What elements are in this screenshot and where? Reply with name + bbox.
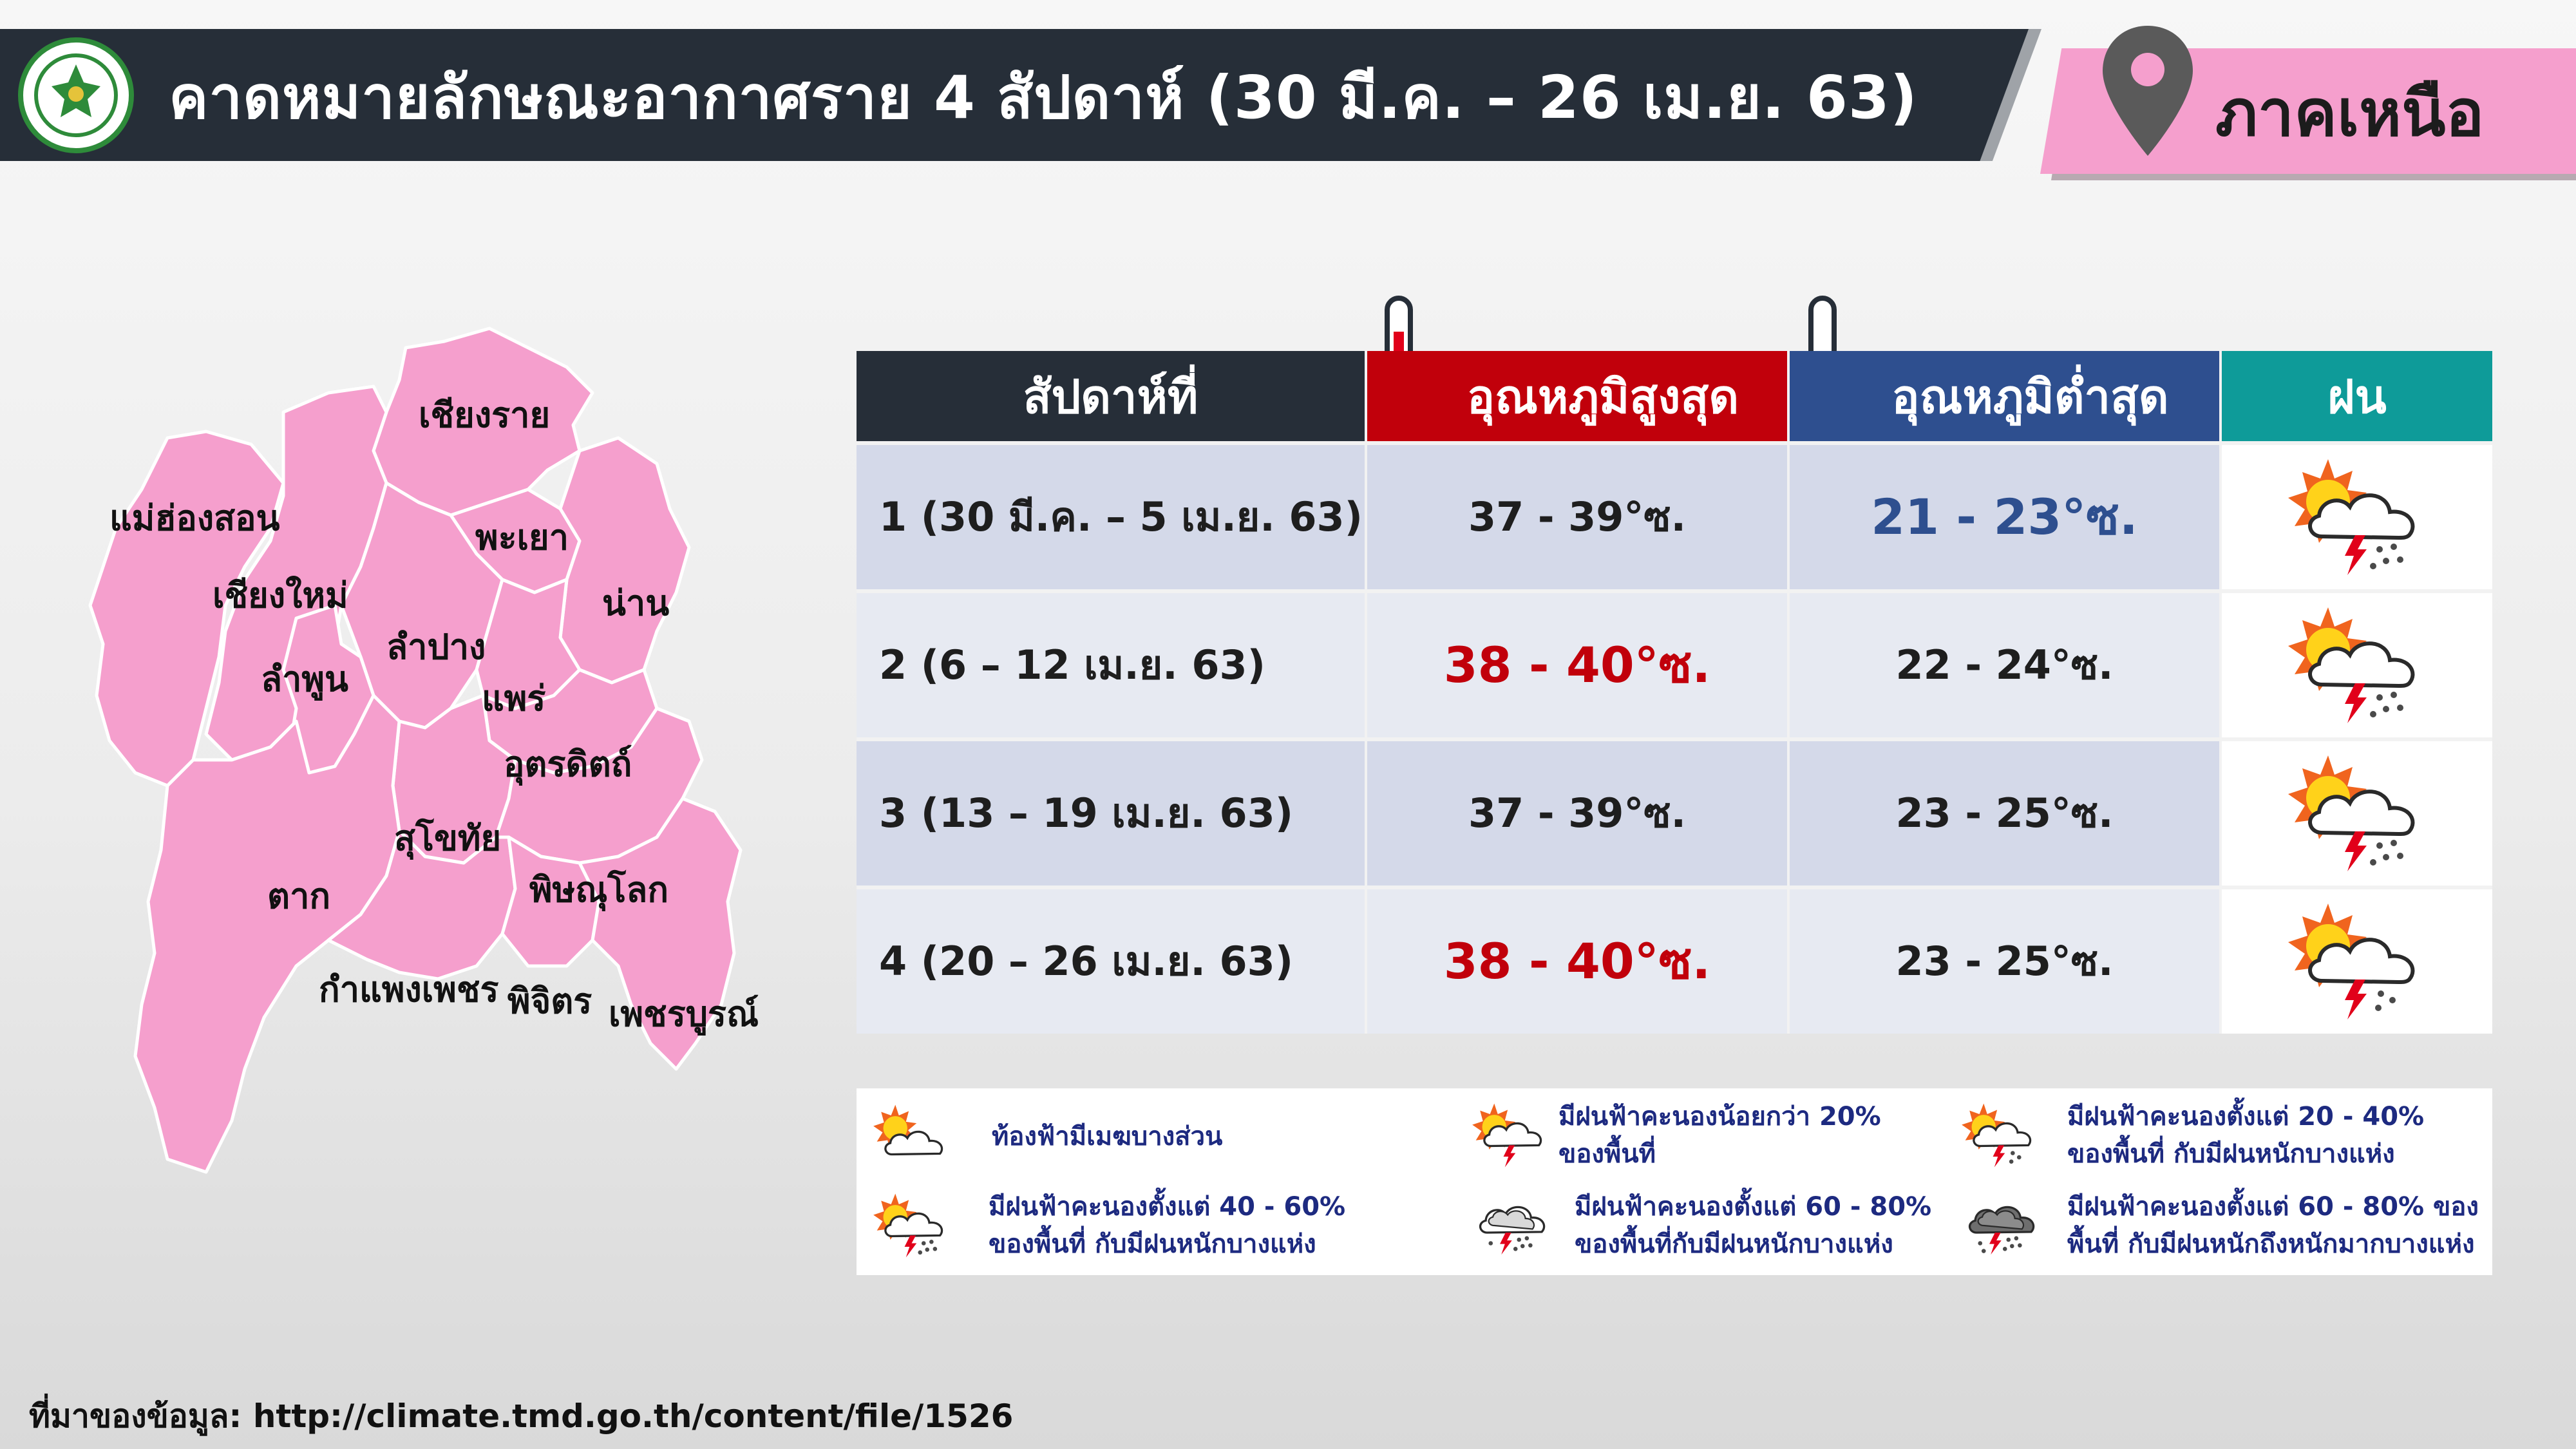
thunderstorm-40-60-icon xyxy=(2288,459,2415,575)
province-label-lampang: ลำปาง xyxy=(386,627,486,667)
thunderstorm-40-60-icon xyxy=(2288,755,2415,871)
max-temp-cell: 38 - 40°ซ. xyxy=(1367,593,1790,737)
province-label-lamphun: ลำพูน xyxy=(261,659,348,699)
tmd-logo xyxy=(18,37,134,153)
thunderstorm-20-40-icon xyxy=(2288,904,2415,1019)
province-shape-nan xyxy=(558,436,691,685)
week-cell: 2 (6 – 12 เม.ย. 63) xyxy=(857,593,1367,737)
thunderstorm-40-60-icon xyxy=(2288,607,2415,723)
forecast-table: สัปดาห์ที่ อุณหภูมิสูงสุด อุณหภูมิต่ำสุด… xyxy=(857,351,2492,1034)
location-pin-icon xyxy=(2103,26,2193,156)
max-temp-cell: 37 - 39°ซ. xyxy=(1367,741,1790,886)
partly-cloudy-icon xyxy=(873,1104,943,1156)
province-label-chiang-rai: เชียงราย xyxy=(419,395,551,435)
max-temp-cell: 38 - 40°ซ. xyxy=(1367,889,1790,1034)
tmd-emblem-icon xyxy=(34,53,118,137)
rain-cell xyxy=(2222,741,2492,886)
heavy-thunderstorm-60-80-icon xyxy=(1969,1206,2035,1255)
province-label-phayao: พะเยา xyxy=(475,517,569,558)
province-label-uttaradit: อุตรดิตถ์ xyxy=(504,744,632,784)
legend-text: มีฝนฟ้าคะนองตั้งแต่ 40 - 60% ของพื้นที่ … xyxy=(989,1192,1346,1259)
week-cell: 1 (30 มี.ค. – 5 เม.ย. 63) xyxy=(857,445,1367,589)
legend-item: มีฝนฟ้าคะนองตั้งแต่ 60 - 80% ของพื้นที่ก… xyxy=(1468,1188,1931,1263)
week-cell: 3 (13 – 19 เม.ย. 63) xyxy=(857,741,1367,886)
legend-item: มีฝนฟ้าคะนองตั้งแต่ 40 - 60% ของพื้นที่ … xyxy=(869,1188,1345,1263)
rain-cell xyxy=(2222,889,2492,1034)
province-label-nan: น่าน xyxy=(602,583,670,623)
max-temp-cell: 37 - 39°ซ. xyxy=(1367,445,1790,589)
province-label-mae-hong-son: แม่ฮ่องสอน xyxy=(109,498,280,538)
legend-text: มีฝนฟ้าคะนองตั้งแต่ 60 - 80% ของ พื้นที่… xyxy=(2067,1192,2479,1259)
legend-text: ท้องฟ้ามีเมฆบางส่วน xyxy=(992,1122,1223,1151)
table-row: 4 (20 – 26 เม.ย. 63) 38 - 40°ซ. 23 - 25°… xyxy=(857,886,2492,1034)
legend-item: มีฝนฟ้าคะนองตั้งแต่ 20 - 40% ของพื้นที่ … xyxy=(1958,1098,2424,1173)
region-label: ภาคเหนือ xyxy=(2215,75,2485,151)
province-label-phichit: พิจิตร xyxy=(507,981,592,1021)
thunderstorm-60-80-icon xyxy=(1479,1206,1546,1255)
table-header-row: สัปดาห์ที่ อุณหภูมิสูงสุด อุณหภูมิต่ำสุด… xyxy=(857,351,2492,441)
thunderstorm-20-40-icon xyxy=(1962,1103,2032,1168)
province-label-phetchabun: เพชรบูรณ์ xyxy=(609,994,759,1034)
thunderstorm-under-20-icon xyxy=(1472,1103,1542,1168)
min-temp-cell: 23 - 25°ซ. xyxy=(1790,741,2222,886)
data-source: ที่มาของข้อมูล: http://climate.tmd.go.th… xyxy=(29,1397,1014,1435)
province-shape-phetchabun xyxy=(578,797,743,1071)
page-title: คาดหมายลักษณะอากาศราย 4 สัปดาห์ (30 มี.ค… xyxy=(169,62,1918,132)
rain-cell xyxy=(2222,593,2492,737)
province-label-tak: ตาก xyxy=(267,876,331,916)
legend-text: มีฝนฟ้าคะนองตั้งแต่ 60 - 80% ของพื้นที่ก… xyxy=(1575,1192,1932,1259)
province-shape-phichit xyxy=(500,835,601,968)
legend-text: มีฝนฟ้าคะนองตั้งแต่ 20 - 40% ของพื้นที่ … xyxy=(2067,1102,2425,1169)
province-label-phrae: แพร่ xyxy=(482,678,546,719)
northern-region-map xyxy=(88,327,743,1174)
province-label-chiang-mai: เชียงใหม่ xyxy=(213,575,348,616)
legend-item: มีฝนฟ้าคะนองตั้งแต่ 60 - 80% ของ พื้นที่… xyxy=(1958,1188,2479,1263)
min-temp-cell: 22 - 24°ซ. xyxy=(1790,593,2222,737)
thunderstorm-40-60-icon xyxy=(873,1193,943,1258)
province-label-sukhothai: สุโขทัย xyxy=(394,818,502,858)
province-label-kamphaeng-phet: กำแพงเพชร xyxy=(319,969,499,1010)
header-week: สัปดาห์ที่ xyxy=(857,351,1367,441)
header-bar xyxy=(0,29,2029,161)
legend-text: มีฝนฟ้าคะนองน้อยกว่า 20% ของพื้นที่ xyxy=(1558,1102,1881,1169)
table-row: 2 (6 – 12 เม.ย. 63) 38 - 40°ซ. 22 - 24°ซ… xyxy=(857,589,2492,737)
legend: ท้องฟ้ามีเมฆบางส่วน มีฝนฟ้าคะนองน้อยกว่า… xyxy=(857,1088,2492,1275)
rain-cell xyxy=(2222,445,2492,589)
header-max-temp: อุณหภูมิสูงสุด xyxy=(1367,351,1790,441)
table-row: 1 (30 มี.ค. – 5 เม.ย. 63) 37 - 39°ซ. 21 … xyxy=(857,441,2492,589)
province-label-phitsanulok: พิษณุโลก xyxy=(529,869,669,910)
week-cell: 4 (20 – 26 เม.ย. 63) xyxy=(857,889,1367,1034)
header-rain: ฝน xyxy=(2222,351,2492,441)
min-temp-cell: 21 - 23°ซ. xyxy=(1790,445,2222,589)
legend-item: มีฝนฟ้าคะนองน้อยกว่า 20% ของพื้นที่ xyxy=(1468,1098,1881,1173)
min-temp-cell: 23 - 25°ซ. xyxy=(1790,889,2222,1034)
legend-item: ท้องฟ้ามีเมฆบางส่วน xyxy=(869,1101,1222,1172)
header-min-temp: อุณหภูมิต่ำสุด xyxy=(1790,351,2222,441)
table-row: 3 (13 – 19 เม.ย. 63) 37 - 39°ซ. 23 - 25°… xyxy=(857,737,2492,886)
